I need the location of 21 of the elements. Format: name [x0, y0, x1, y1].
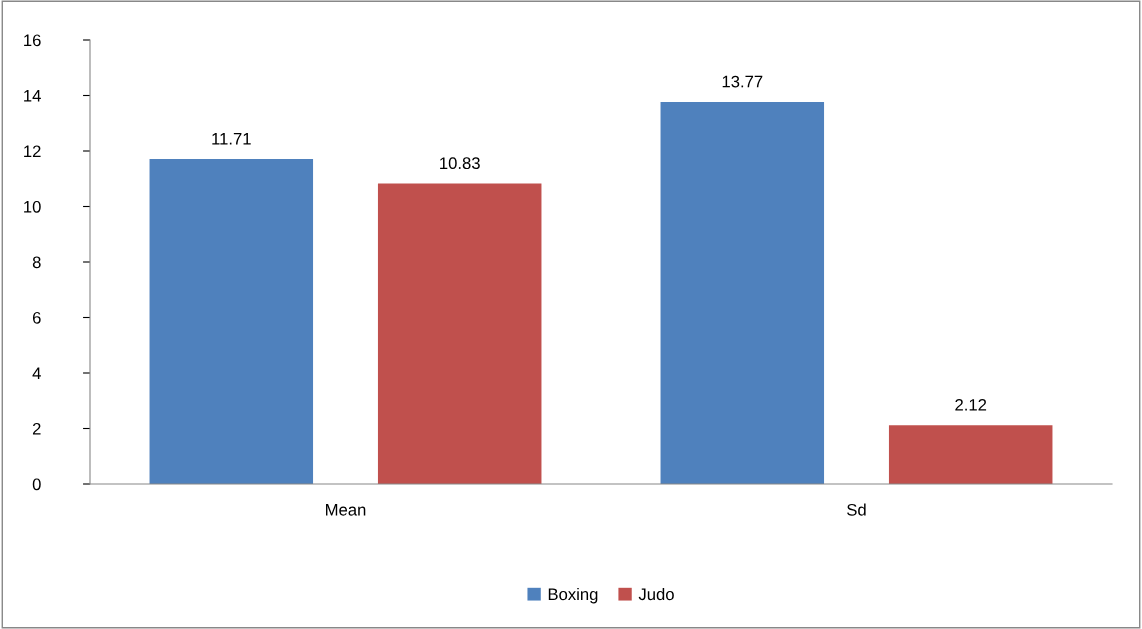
legend-label: Judo — [638, 587, 674, 601]
legend-label: Boxing — [548, 587, 598, 604]
y-tick-label: 2 — [32, 422, 41, 435]
y-tick-label: 0 — [32, 478, 41, 491]
x-tick-label: Mean — [326, 504, 366, 516]
bar — [377, 183, 542, 484]
y-tick-label: 10 — [24, 200, 41, 213]
data-label: 10.83 — [440, 157, 480, 170]
bar — [660, 101, 825, 484]
data-label: 2.12 — [955, 398, 987, 411]
y-tick-label: 14 — [24, 90, 41, 102]
bar — [888, 425, 1053, 484]
y-tick-label: 4 — [32, 367, 41, 380]
bar — [149, 159, 314, 484]
data-label: 13.77 — [722, 75, 763, 88]
x-tick-label: Sd — [847, 503, 866, 516]
y-tick-label: 12 — [24, 145, 41, 158]
data-label: 11.71 — [212, 133, 251, 145]
y-tick-label: 8 — [32, 256, 41, 269]
y-tick-label: 16 — [24, 34, 41, 47]
y-tick-label: 6 — [32, 311, 41, 324]
